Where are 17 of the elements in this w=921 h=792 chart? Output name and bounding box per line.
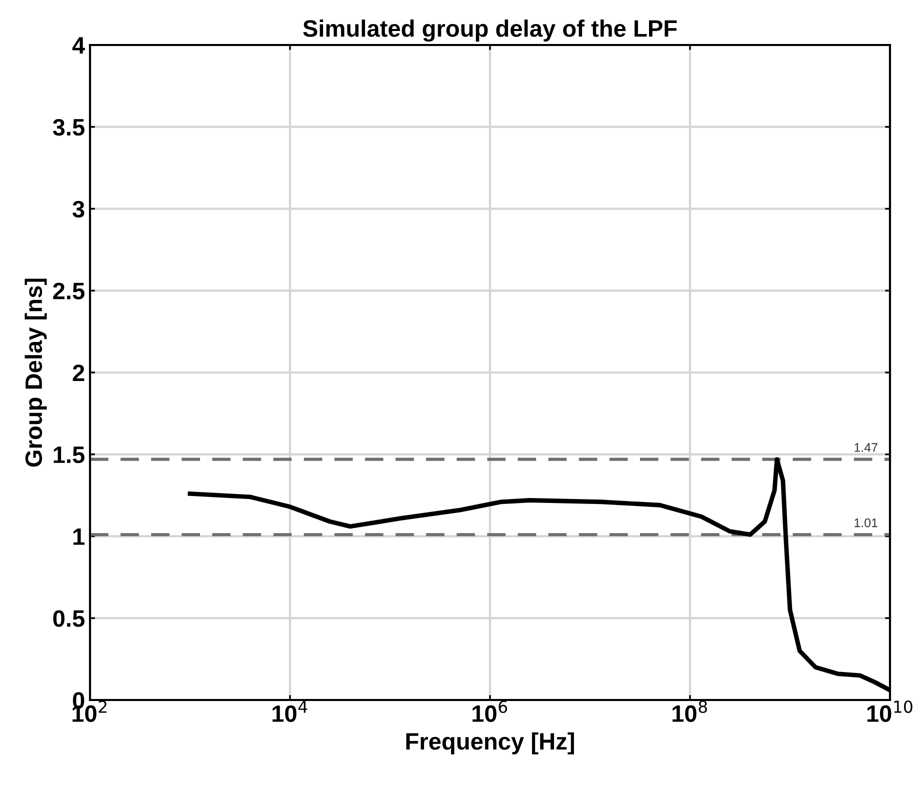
- y-tick-label: 2: [72, 364, 84, 382]
- y-axis-title: Group Delay [ns]: [24, 278, 47, 467]
- x-tick-label: 10$^{10}$: [867, 700, 912, 722]
- x-tick-label: 10$^{4}$: [272, 700, 308, 722]
- y-tick-label: 3: [72, 200, 84, 218]
- ref-line-label: 1.01: [854, 518, 878, 528]
- y-tick-label: 1: [73, 528, 84, 545]
- y-tick-label: 0.5: [53, 610, 84, 627]
- y-tick-label: 2.5: [53, 282, 84, 300]
- x-tick-label: 10$^{6}$: [472, 700, 508, 722]
- y-tick-label: 3.5: [52, 118, 84, 136]
- y-tick-label: 4: [72, 37, 86, 54]
- ref-line-label: 1.47: [854, 443, 878, 452]
- x-axis-title: Frequency [Hz]: [406, 732, 574, 754]
- x-tick-label: 10$^{8}$: [672, 700, 707, 722]
- chart-title: Simulated group delay of the LPF: [303, 20, 677, 42]
- y-tick-label: 1.5: [54, 446, 84, 464]
